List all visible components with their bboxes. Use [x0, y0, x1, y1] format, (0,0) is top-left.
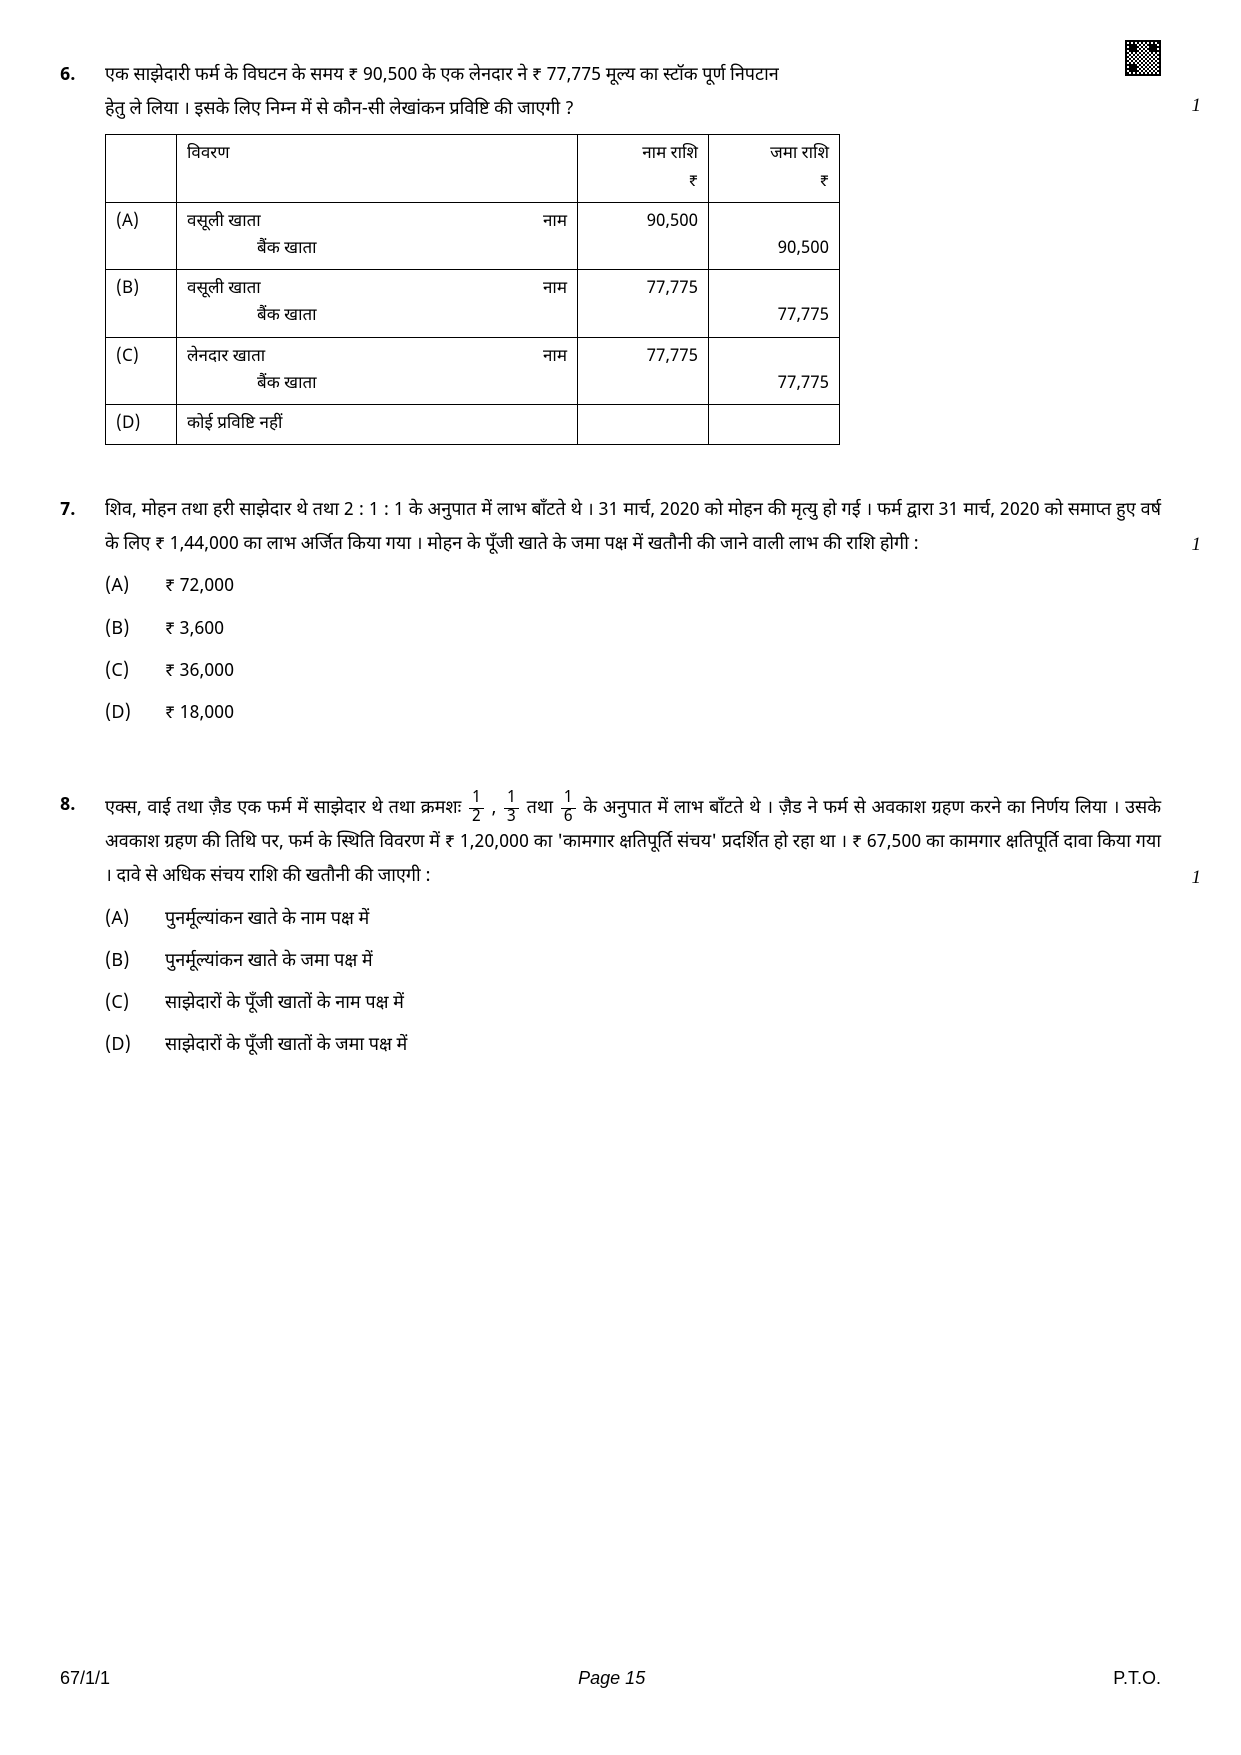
option-a: (A)पुनर्मूल्यांकन खाते के नाम पक्ष में — [105, 904, 1161, 938]
credit-amount: 90,500 — [709, 202, 840, 269]
option-text: ₹ 3,600 — [165, 614, 224, 648]
page-number: Page 15 — [578, 1661, 645, 1695]
table-row: (D) कोई प्रविष्टि नहीं — [106, 404, 840, 444]
question-text: शिव, मोहन तथा हरी साझेदार थे तथा 2 : 1 :… — [105, 500, 1161, 557]
option-text: पुनर्मूल्यांकन खाते के नाम पक्ष में — [165, 904, 369, 938]
table-row: (B) वसूली खातानाम बैंक खाता 77,775 77,77… — [106, 270, 840, 337]
credit-amount — [709, 404, 840, 444]
question-number: 7. — [60, 495, 105, 740]
option-text: साझेदारों के पूँजी खातों के नाम पक्ष में — [165, 988, 404, 1022]
question-text-line1: एक साझेदारी फर्म के विघटन के समय ₹ 90,50… — [105, 65, 779, 88]
pto: P.T.O. — [1113, 1661, 1161, 1695]
question-number: 6. — [60, 60, 105, 445]
option-label: (B) — [105, 614, 165, 648]
option-c: (C)साझेदारों के पूँजी खातों के नाम पक्ष … — [105, 988, 1161, 1022]
journal-table: विवरण नाम राशि ₹ जमा राशि ₹ (A) वसूली खा… — [105, 134, 840, 445]
question-number: 8. — [60, 790, 105, 1072]
option-text: ₹ 36,000 — [165, 656, 234, 690]
particulars: लेनदार खातानाम बैंक खाता — [177, 337, 578, 404]
separator: तथा — [527, 798, 559, 821]
option-label: (B) — [105, 946, 165, 980]
blank-header — [106, 135, 177, 202]
question-text-before: एक्स, वाई तथा ज़ैड एक फर्म में साझेदार थ… — [105, 798, 467, 821]
option-label: (C) — [105, 656, 165, 690]
debit-amount — [578, 404, 709, 444]
option-d: (D)साझेदारों के पूँजी खातों के जमा पक्ष … — [105, 1030, 1161, 1064]
option-text: ₹ 18,000 — [165, 698, 234, 732]
question-body: शिव, मोहन तथा हरी साझेदार थे तथा 2 : 1 :… — [105, 495, 1161, 740]
fraction-2: 13 — [504, 790, 519, 826]
option-label: (D) — [105, 698, 165, 732]
question-7: 7. शिव, मोहन तथा हरी साझेदार थे तथा 2 : … — [60, 495, 1161, 740]
particulars: कोई प्रविष्टि नहीं — [177, 404, 578, 444]
option-b: (B)₹ 3,600 — [105, 614, 1161, 648]
credit-amount: 77,775 — [709, 270, 840, 337]
question-8: 8. एक्स, वाई तथा ज़ैड एक फर्म में साझेदा… — [60, 790, 1161, 1072]
credit-header: जमा राशि ₹ — [709, 135, 840, 202]
option-d: (D)₹ 18,000 — [105, 698, 1161, 732]
debit-amount: 77,775 — [578, 337, 709, 404]
table-row: (C) लेनदार खातानाम बैंक खाता 77,775 77,7… — [106, 337, 840, 404]
paper-code: 67/1/1 — [60, 1661, 110, 1695]
separator: , — [492, 798, 503, 821]
fraction-3: 16 — [561, 790, 576, 826]
debit-amount: 90,500 — [578, 202, 709, 269]
table-header-row: विवरण नाम राशि ₹ जमा राशि ₹ — [106, 135, 840, 202]
option-label: (C) — [105, 988, 165, 1022]
particulars: वसूली खातानाम बैंक खाता — [177, 270, 578, 337]
option-label: (A) — [105, 571, 165, 605]
option-label: (C) — [106, 337, 177, 404]
option-text: ₹ 72,000 — [165, 571, 234, 605]
marks: 1 — [1192, 527, 1202, 563]
debit-amount: 77,775 — [578, 270, 709, 337]
question-6: 6. एक साझेदारी फर्म के विघटन के समय ₹ 90… — [60, 60, 1161, 445]
question-body: एक साझेदारी फर्म के विघटन के समय ₹ 90,50… — [105, 60, 1161, 445]
option-text: पुनर्मूल्यांकन खाते के जमा पक्ष में — [165, 946, 373, 980]
credit-amount: 77,775 — [709, 337, 840, 404]
fraction-1: 12 — [469, 790, 484, 826]
options: (A)₹ 72,000 (B)₹ 3,600 (C)₹ 36,000 (D)₹ … — [105, 571, 1161, 732]
particulars-header: विवरण — [177, 135, 578, 202]
option-label: (D) — [106, 404, 177, 444]
marks: 1 — [1192, 88, 1202, 124]
option-label: (B) — [106, 270, 177, 337]
options: (A)पुनर्मूल्यांकन खाते के नाम पक्ष में (… — [105, 904, 1161, 1065]
page-footer: 67/1/1 Page 15 P.T.O. — [60, 1661, 1161, 1695]
question-text-line2: हेतु ले लिया । इसके लिए निम्न में से कौन… — [105, 99, 574, 122]
option-a: (A)₹ 72,000 — [105, 571, 1161, 605]
marks: 1 — [1192, 860, 1202, 896]
debit-header: नाम राशि ₹ — [578, 135, 709, 202]
option-label: (A) — [106, 202, 177, 269]
option-text: साझेदारों के पूँजी खातों के जमा पक्ष में — [165, 1030, 407, 1064]
option-label: (D) — [105, 1030, 165, 1064]
option-label: (A) — [105, 904, 165, 938]
option-b: (B)पुनर्मूल्यांकन खाते के जमा पक्ष में — [105, 946, 1161, 980]
option-c: (C)₹ 36,000 — [105, 656, 1161, 690]
particulars: वसूली खातानाम बैंक खाता — [177, 202, 578, 269]
table-row: (A) वसूली खातानाम बैंक खाता 90,500 90,50… — [106, 202, 840, 269]
question-body: एक्स, वाई तथा ज़ैड एक फर्म में साझेदार थ… — [105, 790, 1161, 1072]
